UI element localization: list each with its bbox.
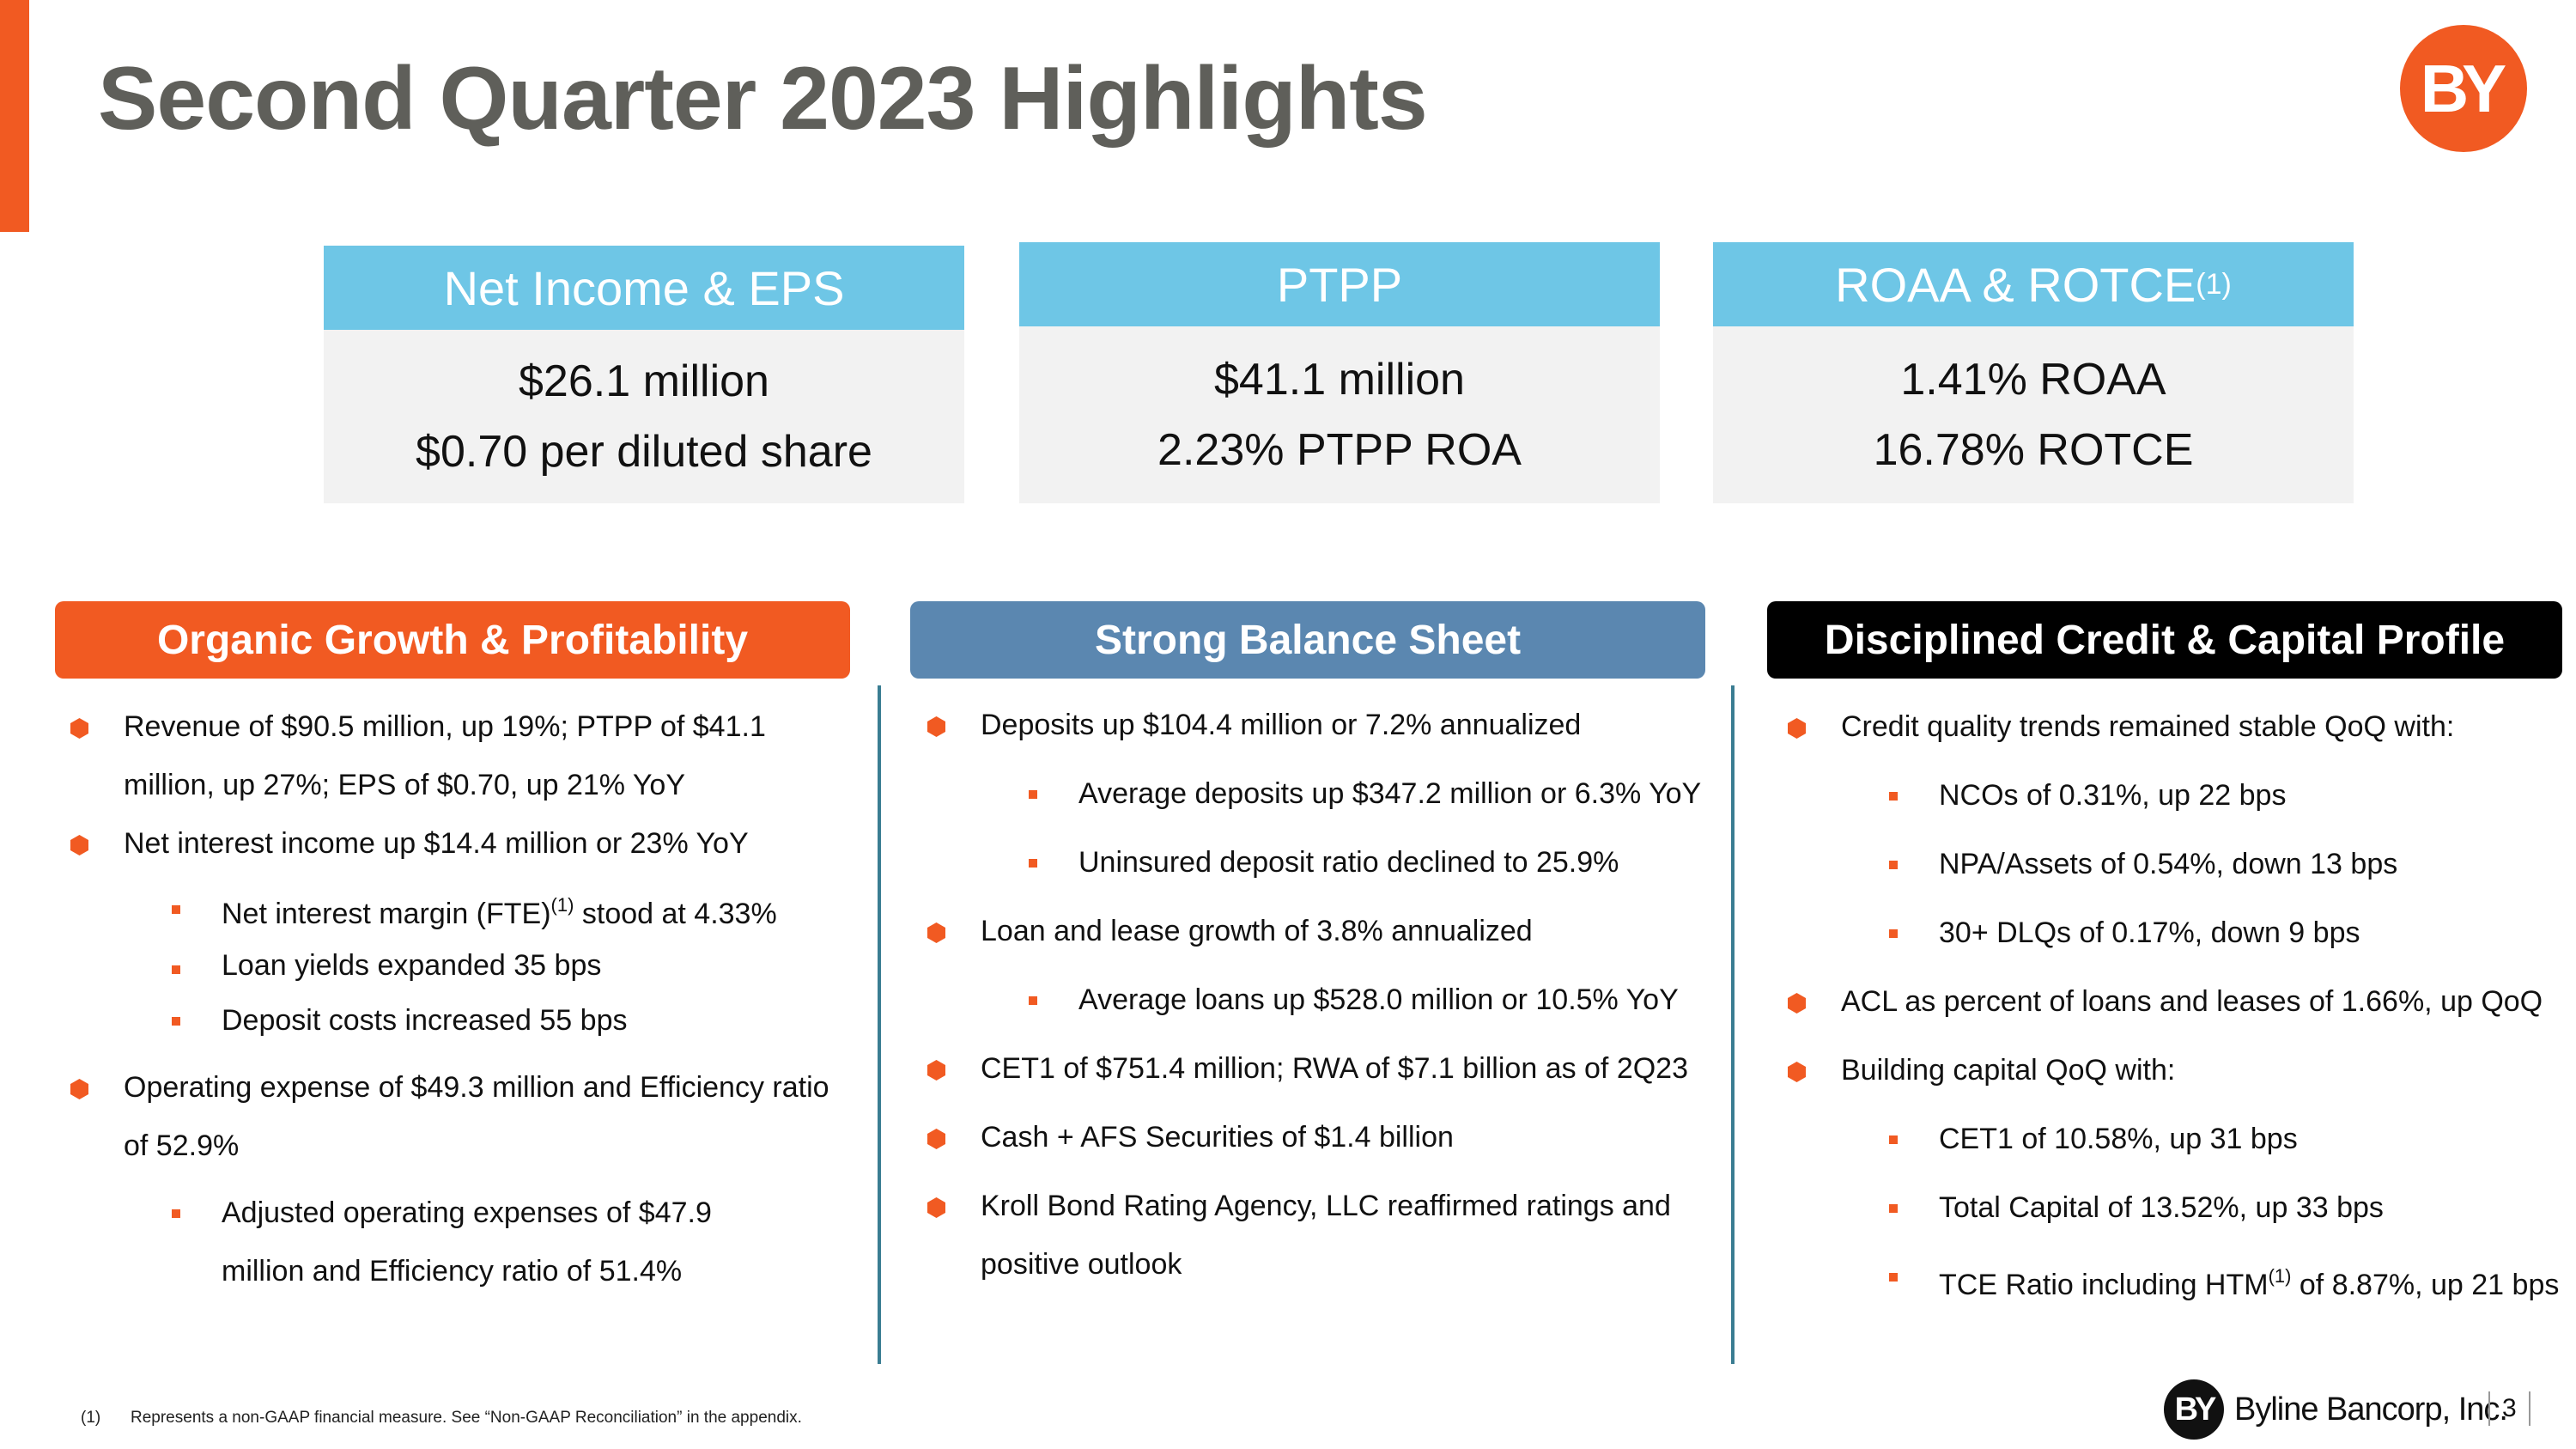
section-header-balance-sheet: Strong Balance Sheet bbox=[910, 601, 1705, 679]
sub-list-item: NCOs of 0.31%, up 22 bps bbox=[1788, 766, 2561, 825]
page-number: 3 bbox=[2488, 1391, 2530, 1426]
sub-list-item: Adjusted operating expenses of $47.9 mil… bbox=[70, 1184, 843, 1300]
list-item: Cash + AFS Securities of $1.4 billion bbox=[927, 1108, 1717, 1166]
kpi-body: 1.41% ROAA 16.78% ROTCE bbox=[1713, 326, 2354, 503]
sub-list-item: Net interest margin (FTE)(1) stood at 4.… bbox=[70, 880, 843, 940]
kpi-card-net-income: Net Income & EPS $26.1 million $0.70 per… bbox=[324, 246, 964, 503]
balance-sheet-list: Deposits up $104.4 million or 7.2% annua… bbox=[927, 697, 1717, 1294]
hexagon-bullet-icon bbox=[927, 1060, 945, 1081]
hexagon-bullet-icon bbox=[1788, 993, 1806, 1014]
list-item: Kroll Bond Rating Agency, LLC reaffirmed… bbox=[927, 1177, 1717, 1294]
square-bullet-icon bbox=[1889, 792, 1898, 801]
kpi-value: 1.41% ROAA bbox=[1900, 355, 2166, 405]
square-bullet-icon bbox=[172, 1017, 180, 1026]
hexagon-bullet-icon bbox=[927, 1129, 945, 1149]
kpi-header: PTPP bbox=[1019, 242, 1660, 326]
hexagon-bullet-icon bbox=[70, 1079, 88, 1099]
sub-list-item: Loan yields expanded 35 bps bbox=[70, 940, 843, 991]
sub-list-item: CET1 of 10.58%, up 31 bps bbox=[1788, 1110, 2561, 1168]
list-item: ACL as percent of loans and leases of 1.… bbox=[1788, 972, 2561, 1031]
footnote: (1) Represents a non-GAAP financial measu… bbox=[81, 1409, 802, 1427]
square-bullet-icon bbox=[1889, 861, 1898, 869]
square-bullet-icon bbox=[1889, 1273, 1898, 1282]
organic-growth-list: Revenue of $90.5 million, up 19%; PTPP o… bbox=[70, 697, 843, 1300]
credit-capital-list: Credit quality trends remained stable Qo… bbox=[1788, 697, 2561, 1314]
square-bullet-icon bbox=[1889, 1204, 1898, 1213]
list-item: Deposits up $104.4 million or 7.2% annua… bbox=[927, 696, 1717, 754]
kpi-value: $0.70 per diluted share bbox=[416, 427, 872, 477]
square-bullet-icon bbox=[172, 905, 180, 914]
byline-logo: BY bbox=[2400, 25, 2527, 152]
sub-list-item: Deposit costs increased 55 bps bbox=[70, 991, 843, 1050]
footer-brand: BY Byline Bancorp, Inc. bbox=[2164, 1379, 2508, 1440]
sub-list-item: Average loans up $528.0 million or 10.5%… bbox=[927, 971, 1717, 1029]
hexagon-bullet-icon bbox=[1788, 718, 1806, 739]
section-header-organic-growth: Organic Growth & Profitability bbox=[55, 601, 850, 679]
column-divider bbox=[1731, 685, 1735, 1364]
list-item: Credit quality trends remained stable Qo… bbox=[1788, 697, 2561, 756]
list-item: Operating expense of $49.3 million and E… bbox=[70, 1058, 843, 1175]
square-bullet-icon bbox=[1029, 996, 1037, 1005]
square-bullet-icon bbox=[172, 1209, 180, 1218]
list-item: Building capital QoQ with: bbox=[1788, 1041, 2561, 1099]
sub-list-item: Average deposits up $347.2 million or 6.… bbox=[927, 764, 1717, 823]
column-divider bbox=[878, 685, 881, 1364]
hexagon-bullet-icon bbox=[927, 922, 945, 943]
square-bullet-icon bbox=[1029, 790, 1037, 799]
list-item: CET1 of $751.4 million; RWA of $7.1 bill… bbox=[927, 1039, 1717, 1098]
kpi-header: ROAA & ROTCE (1) bbox=[1713, 242, 2354, 326]
sub-list-item: Total Capital of 13.52%, up 33 bps bbox=[1788, 1178, 2561, 1237]
square-bullet-icon bbox=[1029, 859, 1037, 868]
kpi-value: $26.1 million bbox=[519, 356, 769, 406]
kpi-value: $41.1 million bbox=[1214, 355, 1465, 405]
hexagon-bullet-icon bbox=[70, 835, 88, 855]
kpi-header: Net Income & EPS bbox=[324, 246, 964, 330]
accent-bar bbox=[0, 0, 29, 232]
hexagon-bullet-icon bbox=[927, 716, 945, 737]
hexagon-bullet-icon bbox=[70, 718, 88, 739]
sub-list-item: Uninsured deposit ratio declined to 25.9… bbox=[927, 833, 1717, 892]
kpi-body: $26.1 million $0.70 per diluted share bbox=[324, 330, 964, 503]
kpi-card-ptpp: PTPP $41.1 million 2.23% PTPP ROA bbox=[1019, 242, 1660, 503]
list-item: Revenue of $90.5 million, up 19%; PTPP o… bbox=[70, 697, 843, 814]
section-header-credit-capital: Disciplined Credit & Capital Profile bbox=[1767, 601, 2562, 679]
kpi-card-roaa-rotce: ROAA & ROTCE (1) 1.41% ROAA 16.78% ROTCE bbox=[1713, 242, 2354, 503]
kpi-value: 2.23% PTPP ROA bbox=[1157, 425, 1522, 475]
square-bullet-icon bbox=[1889, 1135, 1898, 1144]
list-item: Net interest income up $14.4 million or … bbox=[70, 814, 843, 873]
kpi-value: 16.78% ROTCE bbox=[1873, 425, 2194, 475]
byline-footer-logo: BY bbox=[2164, 1379, 2224, 1440]
sub-list-item: TCE Ratio including HTM(1) of 8.87%, up … bbox=[1788, 1247, 2561, 1314]
hexagon-bullet-icon bbox=[927, 1197, 945, 1218]
list-item: Loan and lease growth of 3.8% annualized bbox=[927, 902, 1717, 960]
square-bullet-icon bbox=[1889, 929, 1898, 938]
square-bullet-icon bbox=[172, 965, 180, 974]
hexagon-bullet-icon bbox=[1788, 1062, 1806, 1082]
sub-list-item: NPA/Assets of 0.54%, down 13 bps bbox=[1788, 835, 2561, 893]
page-title: Second Quarter 2023 Highlights bbox=[98, 49, 1428, 149]
brand-name: Byline Bancorp, Inc. bbox=[2234, 1391, 2508, 1428]
sub-list-item: 30+ DLQs of 0.17%, down 9 bps bbox=[1788, 904, 2561, 962]
kpi-body: $41.1 million 2.23% PTPP ROA bbox=[1019, 326, 1660, 503]
